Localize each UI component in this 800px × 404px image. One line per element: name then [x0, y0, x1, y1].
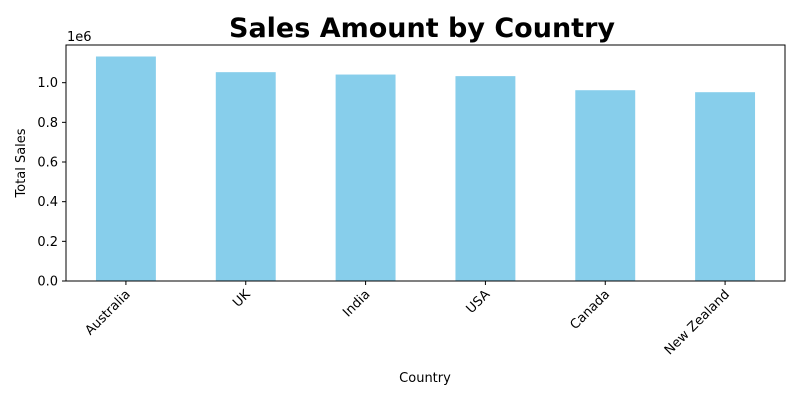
chart-title: Sales Amount by Country: [229, 13, 615, 44]
y-tick-label: 0.4: [37, 195, 58, 210]
y-axis-offset-label: 1e6: [67, 30, 92, 45]
x-tick-label: India: [340, 287, 373, 320]
y-tick-label: 0.6: [37, 156, 58, 171]
y-tick-label: 0.8: [37, 116, 58, 131]
x-tick-label: Canada: [567, 287, 613, 333]
x-tick-label: New Zealand: [662, 287, 733, 358]
bar-uk: [215, 72, 276, 282]
y-tick-label: 1.0: [37, 76, 58, 91]
x-axis: Australia UK India USA Canada New Zealand: [82, 281, 733, 358]
y-axis-label: Total Sales: [14, 128, 29, 198]
y-tick-label: 0.0: [37, 275, 58, 290]
x-tick-label: Australia: [82, 287, 133, 338]
plot-frame: [65, 44, 786, 282]
y-axis: 0.0 0.2 0.4 0.6 0.8 1.0: [37, 76, 66, 290]
bar-canada: [575, 90, 636, 282]
x-tick-label: UK: [230, 287, 254, 311]
x-axis-label: Country: [399, 371, 451, 386]
y-tick-label: 0.2: [37, 235, 58, 250]
bar-new-zealand: [695, 92, 756, 281]
bar-india: [335, 74, 396, 281]
bar-usa: [455, 76, 516, 281]
bars-layer: [95, 56, 756, 282]
bar-australia: [95, 56, 156, 282]
x-tick-label: USA: [464, 287, 494, 317]
